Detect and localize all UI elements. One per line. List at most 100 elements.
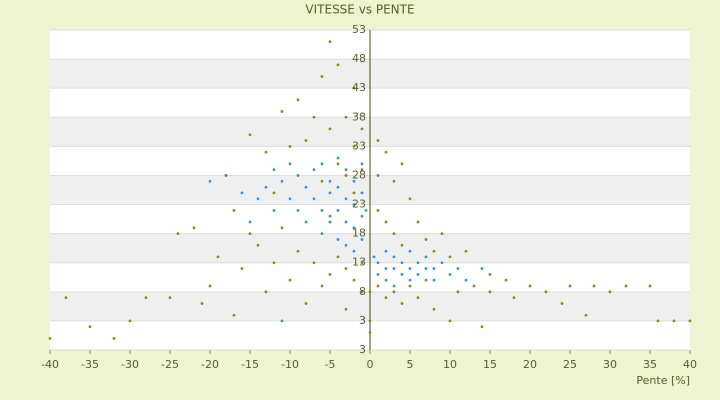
point — [656, 319, 660, 323]
point — [344, 115, 348, 119]
point — [240, 191, 244, 195]
point — [384, 220, 388, 224]
x-tick-label: -40 — [41, 358, 59, 371]
point — [360, 261, 364, 265]
y-tick-label: 48 — [352, 52, 366, 65]
point — [376, 208, 380, 212]
point — [288, 278, 292, 282]
point — [312, 197, 316, 201]
point — [272, 261, 276, 265]
point — [392, 255, 396, 259]
point — [424, 238, 428, 241]
point — [432, 267, 436, 270]
point — [448, 255, 452, 259]
point — [432, 249, 436, 253]
point — [352, 179, 356, 183]
point — [448, 319, 452, 323]
y-tick-label: 18 — [352, 227, 366, 240]
point — [376, 174, 380, 177]
point — [592, 284, 596, 288]
point — [560, 302, 564, 305]
point — [584, 313, 588, 317]
point — [264, 150, 268, 154]
point — [280, 226, 284, 230]
point — [384, 150, 388, 154]
point — [368, 319, 372, 323]
point — [192, 226, 196, 230]
point — [48, 336, 52, 340]
point — [280, 110, 284, 113]
point — [408, 249, 412, 253]
point — [424, 267, 428, 270]
point — [240, 267, 244, 270]
point — [232, 208, 236, 212]
point — [248, 220, 252, 224]
point — [344, 174, 348, 177]
point — [144, 296, 148, 300]
point — [432, 307, 436, 311]
point — [372, 255, 376, 259]
x-tick-label: -25 — [161, 358, 179, 371]
point — [376, 139, 380, 142]
point — [408, 284, 412, 288]
point — [344, 307, 348, 311]
point — [328, 191, 332, 195]
point — [168, 296, 172, 300]
y-tick-label: 38 — [352, 110, 366, 123]
point — [320, 179, 324, 183]
point — [408, 278, 412, 282]
point — [416, 296, 420, 300]
point — [256, 243, 260, 247]
point — [384, 278, 388, 282]
point — [384, 296, 388, 300]
x-tick-label: -35 — [81, 358, 99, 371]
point — [296, 98, 300, 102]
point — [480, 325, 484, 329]
point — [256, 197, 260, 201]
point — [320, 162, 324, 166]
point — [280, 319, 284, 323]
x-tick-label: 25 — [563, 358, 577, 371]
point — [400, 272, 404, 276]
point — [360, 162, 364, 166]
y-tick-label: 3 — [359, 343, 366, 356]
point — [352, 226, 356, 230]
point — [88, 325, 92, 329]
point — [280, 179, 284, 183]
point — [312, 115, 316, 119]
point — [248, 133, 252, 137]
point — [352, 191, 356, 195]
point — [320, 208, 324, 212]
y-tick-label: 23 — [352, 198, 366, 211]
point — [432, 278, 436, 282]
x-tick-label: 0 — [367, 358, 374, 371]
point — [624, 284, 628, 288]
point — [392, 290, 396, 294]
point — [368, 331, 372, 334]
x-tick-label: 5 — [407, 358, 414, 371]
point — [304, 139, 308, 142]
point — [488, 290, 492, 294]
point — [64, 296, 68, 300]
point — [304, 185, 308, 189]
point — [408, 197, 412, 201]
point — [440, 261, 444, 265]
point — [304, 220, 308, 224]
point — [264, 290, 268, 294]
point — [328, 40, 332, 44]
x-tick-label: -5 — [325, 358, 336, 371]
point — [392, 284, 396, 288]
point — [464, 249, 468, 253]
point — [336, 238, 340, 241]
point — [424, 255, 428, 259]
point — [376, 261, 380, 265]
point — [344, 168, 348, 172]
x-tick-label: 40 — [683, 358, 697, 371]
point — [440, 232, 444, 236]
point — [232, 313, 236, 317]
x-tick-label: -15 — [241, 358, 259, 371]
point — [272, 168, 276, 172]
point — [384, 249, 388, 253]
point — [336, 185, 340, 189]
point — [400, 162, 404, 166]
